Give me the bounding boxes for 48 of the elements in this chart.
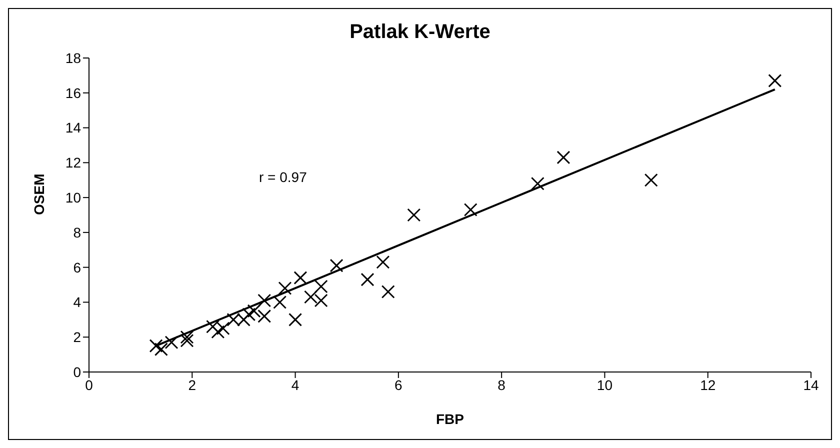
chart-title: Patlak K-Werte <box>348 21 492 44</box>
y-tick-label: 18 <box>65 50 82 66</box>
point <box>381 285 395 299</box>
y-tick-label: 0 <box>73 364 82 380</box>
y-tick-label: 6 <box>73 259 82 276</box>
x-axis-title: FBP <box>436 411 464 427</box>
point <box>288 312 302 326</box>
x-tick-label: 6 <box>394 376 403 393</box>
point <box>407 208 421 222</box>
y-tick-label: 14 <box>65 120 82 136</box>
point <box>278 282 292 296</box>
point <box>644 173 658 187</box>
point <box>556 150 570 164</box>
point <box>530 176 544 190</box>
y-tick-label: 2 <box>73 329 82 346</box>
point <box>211 325 225 339</box>
point <box>464 203 478 217</box>
point <box>180 334 194 348</box>
x-tick-label: 12 <box>700 376 716 393</box>
point <box>242 308 256 322</box>
point <box>304 290 318 304</box>
x-tick-label: 2 <box>188 376 196 393</box>
y-tick-label: 16 <box>65 84 82 101</box>
point <box>258 309 272 323</box>
x-tick-label: 8 <box>498 376 506 393</box>
point <box>247 304 261 318</box>
point <box>149 339 163 353</box>
point <box>273 295 287 309</box>
x-tick-label: 4 <box>291 376 300 393</box>
y-tick-label: 4 <box>73 294 82 310</box>
annotation: r = 0.97 <box>259 169 307 185</box>
y-tick-label: 12 <box>65 154 82 171</box>
point <box>294 271 308 285</box>
point <box>376 255 390 269</box>
x-tick-label: 0 <box>85 376 94 393</box>
point <box>258 294 272 308</box>
point <box>180 330 194 344</box>
point <box>768 74 782 88</box>
x-tick-label: 14 <box>803 376 819 393</box>
y-tick-label: 8 <box>73 224 82 240</box>
point <box>314 294 328 308</box>
point <box>314 280 328 294</box>
x-tick-label: 10 <box>596 376 613 393</box>
point <box>360 272 374 286</box>
point <box>164 336 178 350</box>
point <box>330 258 344 272</box>
y-axis-title: OSEM <box>30 174 47 215</box>
y-tick-label: 10 <box>65 190 82 206</box>
